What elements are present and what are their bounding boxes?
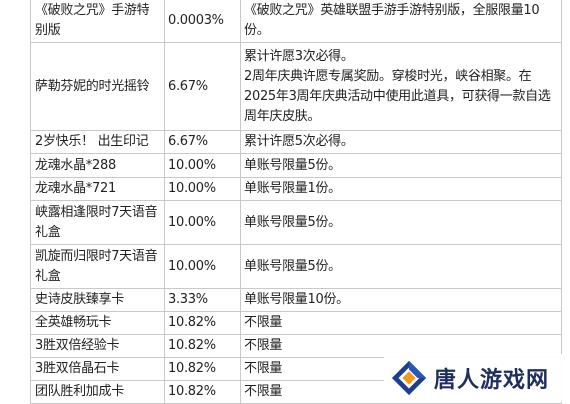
item-rate: 10.82% [164, 357, 241, 381]
item-name: 全英雄畅玩卡 [30, 311, 165, 335]
item-name: 峡露相逢限时7天语音礼盒 [30, 200, 165, 245]
item-name: 3胜双倍经验卡 [30, 334, 165, 358]
item-name: 萨勒芬妮的时光摇铃 [30, 42, 165, 131]
item-rate: 3.33% [164, 288, 241, 312]
table-row: 全英雄畅玩卡 10.82% 不限量 [30, 311, 562, 335]
table-row: 2岁快乐！ 出生印记 6.67% 累计许愿5次必得。 [30, 130, 562, 154]
table-row: 萨勒芬妮的时光摇铃 6.67% 累计许愿3次必得。 2周年庆典许愿专属奖励。穿梭… [30, 42, 562, 131]
item-name: 3胜双倍晶石卡 [30, 357, 165, 381]
item-name: 2岁快乐！ 出生印记 [30, 130, 165, 154]
item-name: 《破败之咒》手游特别版 [30, 0, 165, 43]
item-note: 累计许愿5次必得。 [240, 130, 562, 154]
table-row: 峡露相逢限时7天语音礼盒 10.00% 单账号限量5份。 [30, 200, 562, 245]
item-rate: 10.00% [164, 153, 241, 178]
table-row: 史诗皮肤臻享卡 3.33% 单账号限量10份。 [30, 288, 562, 312]
item-name: 龙魂水晶*288 [30, 153, 165, 178]
site-name: 唐人游戏网 [434, 368, 550, 393]
item-rate: 10.82% [164, 311, 241, 335]
table-row: 龙魂水晶*721 10.00% 单账号限量1份。 [30, 177, 562, 201]
item-rate: 10.82% [164, 380, 241, 404]
site-watermark: 唐人游戏网 [384, 354, 570, 402]
item-rate: 10.82% [164, 334, 241, 358]
item-rate: 6.67% [164, 42, 241, 131]
item-note: 单账号限量1份。 [240, 177, 562, 201]
item-note: 不限量 [240, 311, 562, 335]
item-rate: 10.00% [164, 244, 241, 289]
item-note: 单账号限量5份。 [240, 153, 562, 178]
table-row: 凯旋而归限时7天语音礼盒 10.00% 单账号限量5份。 [30, 244, 562, 289]
item-note: 《破败之咒》英雄联盟手游手游特别版，全服限量10份。 [240, 0, 562, 43]
item-rate: 10.00% [164, 177, 241, 201]
probability-table: 《破败之咒》手游特别版 0.0003% 《破败之咒》英雄联盟手游手游特别版，全服… [30, 0, 562, 404]
table-row: 《破败之咒》手游特别版 0.0003% 《破败之咒》英雄联盟手游手游特别版，全服… [30, 0, 562, 43]
item-note: 单账号限量5份。 [240, 200, 562, 245]
item-name: 龙魂水晶*721 [30, 177, 165, 201]
tangren-logo-icon [391, 360, 427, 396]
item-note: 单账号限量10份。 [240, 288, 562, 312]
item-rate: 0.0003% [164, 0, 241, 43]
table-row: 龙魂水晶*288 10.00% 单账号限量5份。 [30, 153, 562, 178]
item-name: 凯旋而归限时7天语音礼盒 [30, 244, 165, 289]
item-rate: 6.67% [164, 130, 241, 154]
item-name: 史诗皮肤臻享卡 [30, 288, 165, 312]
item-rate: 10.00% [164, 200, 241, 245]
item-note: 累计许愿3次必得。 2周年庆典许愿专属奖励。穿梭时光，峡谷相聚。在2025年3周… [240, 42, 562, 131]
item-note: 单账号限量5份。 [240, 244, 562, 289]
item-name: 团队胜利加成卡 [30, 380, 165, 404]
